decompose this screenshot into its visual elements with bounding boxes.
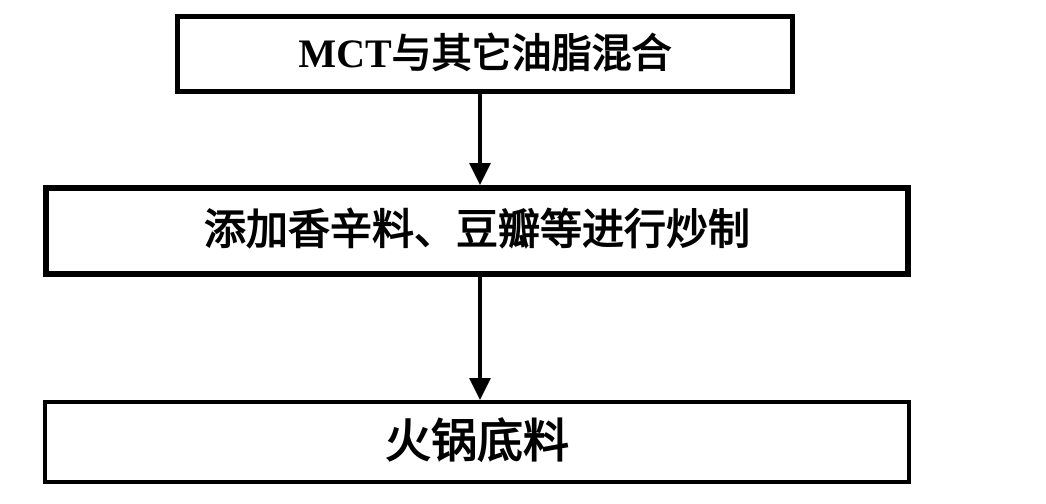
- flow-node-n2: 添加香辛料、豆瓣等进行炒制: [43, 185, 911, 277]
- flow-node-label: MCT与其它油脂混合: [298, 32, 671, 76]
- flowchart-canvas: MCT与其它油脂混合添加香辛料、豆瓣等进行炒制火锅底料: [0, 0, 1046, 504]
- flow-arrow-1: [460, 277, 500, 400]
- flow-node-n1: MCT与其它油脂混合: [175, 14, 795, 94]
- flow-node-label: 火锅底料: [385, 417, 569, 468]
- flow-arrow-0: [460, 94, 500, 185]
- flow-node-n3: 火锅底料: [43, 400, 911, 484]
- flow-node-label: 添加香辛料、豆瓣等进行炒制: [204, 208, 750, 254]
